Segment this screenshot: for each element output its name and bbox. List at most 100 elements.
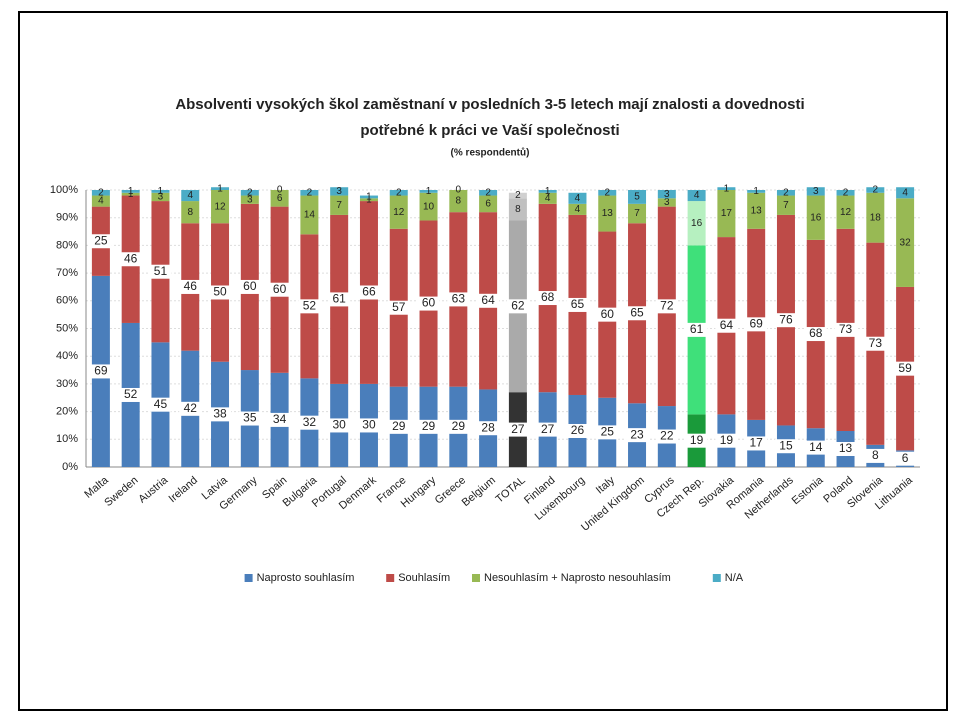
- data-label: 57: [392, 300, 406, 314]
- data-label: 1: [158, 186, 164, 197]
- bar-segment: [151, 192, 170, 202]
- bar-segment: [151, 190, 170, 193]
- data-label: 30: [332, 418, 346, 432]
- bar-segment: [717, 190, 736, 238]
- data-label: 4: [694, 190, 700, 201]
- data-label: 29: [422, 419, 436, 433]
- data-label: 18: [870, 212, 882, 223]
- data-label: 2: [873, 185, 879, 196]
- bar-segment: [330, 195, 349, 215]
- label-bg: [745, 317, 768, 332]
- data-label: 0: [277, 185, 283, 196]
- y-tick-label: 90%: [56, 212, 78, 224]
- data-label: 76: [779, 312, 793, 326]
- label-bg: [626, 428, 649, 443]
- bar-segment: [389, 190, 408, 196]
- data-label: 2: [307, 187, 313, 198]
- label-bg: [655, 429, 678, 444]
- chart-subtitle: (% respondentů): [451, 147, 530, 159]
- y-tick-label: 80%: [56, 239, 78, 251]
- data-label: 1: [366, 192, 372, 203]
- data-label: 60: [243, 279, 257, 293]
- label-bg: [417, 419, 440, 434]
- bar-segment: [806, 195, 825, 240]
- data-label: 59: [898, 361, 912, 375]
- label-bg: [179, 279, 202, 294]
- data-label: 10: [423, 201, 435, 212]
- bar-segment: [330, 187, 349, 196]
- data-label: 64: [720, 318, 734, 332]
- label-bg: [209, 407, 232, 422]
- data-label: 8: [456, 196, 462, 207]
- bar-segment: [568, 203, 587, 215]
- data-label: 60: [601, 307, 615, 321]
- data-label: 1: [545, 186, 551, 197]
- data-label: 3: [664, 189, 670, 200]
- bar-segment: [300, 195, 319, 235]
- data-label: 62: [511, 299, 525, 313]
- label-bg: [774, 439, 797, 454]
- data-label: 7: [336, 200, 342, 211]
- bar-segment: [270, 190, 289, 207]
- legend-swatch: [386, 574, 395, 582]
- label-bg: [387, 300, 410, 315]
- label-bg: [685, 433, 708, 448]
- legend-swatch: [472, 574, 480, 582]
- data-label: 68: [541, 290, 555, 304]
- data-label: 6: [485, 198, 491, 209]
- label-bg: [506, 422, 529, 437]
- bar-segment: [508, 198, 527, 221]
- bar-segment: [687, 201, 706, 246]
- data-label: 38: [213, 407, 227, 421]
- data-label: 12: [214, 201, 226, 212]
- label-bg: [209, 285, 232, 300]
- bar-segment: [479, 190, 498, 196]
- label-bg: [119, 387, 142, 402]
- data-label: 8: [187, 207, 193, 218]
- bar-segment: [776, 195, 795, 215]
- data-label: 50: [213, 285, 227, 299]
- label-bg: [149, 397, 172, 412]
- label-bg: [834, 322, 857, 337]
- data-label: 14: [809, 440, 823, 454]
- data-label: 3: [158, 192, 164, 203]
- bar-segment: [211, 190, 230, 224]
- bar-segment: [836, 195, 855, 229]
- label-bg: [89, 234, 112, 249]
- bar-segment: [419, 192, 438, 221]
- chart-title: potřebné k práci ve Vaší společnosti: [360, 122, 619, 139]
- label-bg: [238, 279, 261, 294]
- data-label: 51: [154, 264, 168, 278]
- y-tick-label: 20%: [56, 406, 78, 418]
- label-bg: [804, 440, 827, 455]
- data-label: 1: [753, 186, 759, 197]
- label-bg: [328, 418, 351, 433]
- bar-segment: [687, 190, 706, 202]
- label-bg: [298, 299, 321, 314]
- data-label: 8: [872, 448, 879, 462]
- data-label: 2: [98, 187, 104, 198]
- data-label: 15: [779, 438, 793, 452]
- label-bg: [477, 293, 500, 308]
- legend-label: Naprosto souhlasím: [257, 572, 355, 584]
- bar-segment: [181, 201, 200, 224]
- data-label: 60: [422, 296, 436, 310]
- data-label: 46: [124, 251, 138, 265]
- label-bg: [864, 448, 887, 463]
- bar-segment: [866, 192, 885, 243]
- label-bg: [387, 419, 410, 434]
- label-bg: [119, 252, 142, 267]
- data-label: 4: [545, 193, 551, 204]
- label-bg: [298, 415, 321, 430]
- label-bg: [328, 292, 351, 307]
- data-label: 13: [839, 441, 853, 455]
- label-bg: [238, 411, 261, 426]
- bar-segment: [359, 195, 378, 199]
- y-tick-label: 60%: [56, 295, 78, 307]
- label-bg: [89, 364, 112, 379]
- data-label: 6: [277, 193, 283, 204]
- data-label: 45: [154, 397, 168, 411]
- label-bg: [715, 318, 738, 333]
- data-label: 3: [247, 194, 253, 205]
